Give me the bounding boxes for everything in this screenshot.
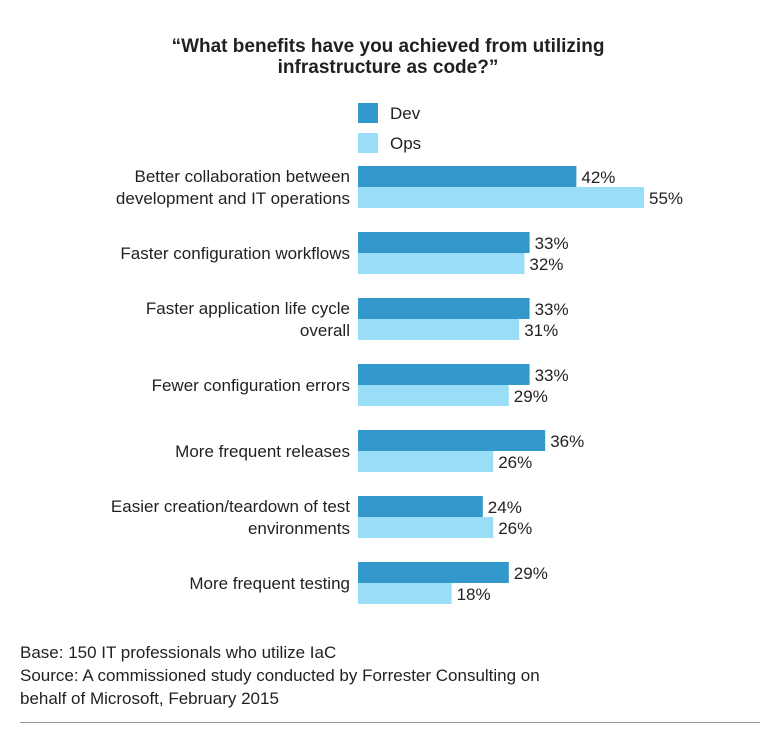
ops-value-label-7: 18% [457, 585, 491, 604]
dev-value-label-5: 36% [550, 432, 584, 451]
dev-bar-1 [358, 166, 577, 187]
ops-bar-3 [358, 319, 520, 340]
dev-bar-7 [358, 562, 509, 583]
dev-value-label-6: 24% [488, 498, 522, 517]
category-label-7: More frequent testing [189, 574, 350, 593]
chart-title-line-1: “What benefits have you achieved from ut… [171, 36, 605, 57]
dev-bar-5 [358, 430, 546, 451]
ops-value-label-5: 26% [498, 453, 532, 472]
ops-bar-2 [358, 253, 525, 274]
dev-value-label-3: 33% [535, 300, 569, 319]
dev-bar-4 [358, 364, 530, 385]
chart-footer: Base: 150 IT professionals who utilize I… [20, 641, 760, 710]
ops-value-label-1: 55% [649, 189, 683, 208]
dev-value-label-1: 42% [581, 168, 615, 187]
ops-bar-6 [358, 517, 494, 538]
dev-bar-2 [358, 232, 530, 253]
footer-divider [20, 722, 760, 723]
category-label-5: More frequent releases [175, 442, 350, 461]
chart-title: “What benefits have you achieved from ut… [0, 36, 776, 78]
legend-label-dev: Dev [390, 104, 421, 123]
ops-value-label-4: 29% [514, 387, 548, 406]
dev-value-label-2: 33% [535, 234, 569, 253]
base-note: Base: 150 IT professionals who utilize I… [20, 643, 337, 662]
ops-bar-1 [358, 187, 644, 208]
category-label-3-line-1: Faster application life cycle [146, 299, 350, 318]
legend-label-ops: Ops [390, 134, 421, 153]
dev-bar-6 [358, 496, 483, 517]
category-label-6-line-1: Easier creation/teardown of test [111, 497, 350, 516]
chart-title-line-2: infrastructure as code?” [277, 57, 499, 78]
dev-bar-3 [358, 298, 530, 319]
category-label-3-line-2: overall [300, 321, 350, 340]
category-label-1-line-2: development and IT operations [116, 189, 350, 208]
ops-bar-4 [358, 385, 509, 406]
category-label-6-line-2: environments [248, 519, 350, 538]
ops-bar-7 [358, 583, 452, 604]
source-note: Source: A commissioned study conducted b… [20, 666, 540, 685]
dev-value-label-4: 33% [535, 366, 569, 385]
legend-swatch-dev [358, 103, 378, 123]
ops-value-label-6: 26% [498, 519, 532, 538]
ops-value-label-3: 31% [524, 321, 558, 340]
bar-chart: Dev Ops Better collaboration between develo… [110, 103, 684, 604]
category-label-4: Fewer configuration errors [152, 376, 350, 395]
legend-swatch-ops [358, 133, 378, 153]
dev-value-label-7: 29% [514, 564, 548, 583]
ops-bar-5 [358, 451, 494, 472]
category-label-2: Faster configuration workflows [120, 244, 350, 263]
ops-value-label-2: 32% [529, 255, 563, 274]
source-note-continued: behalf of Microsoft, February 2015 [20, 689, 279, 708]
category-label-1-line-1: Better collaboration between [135, 167, 350, 186]
